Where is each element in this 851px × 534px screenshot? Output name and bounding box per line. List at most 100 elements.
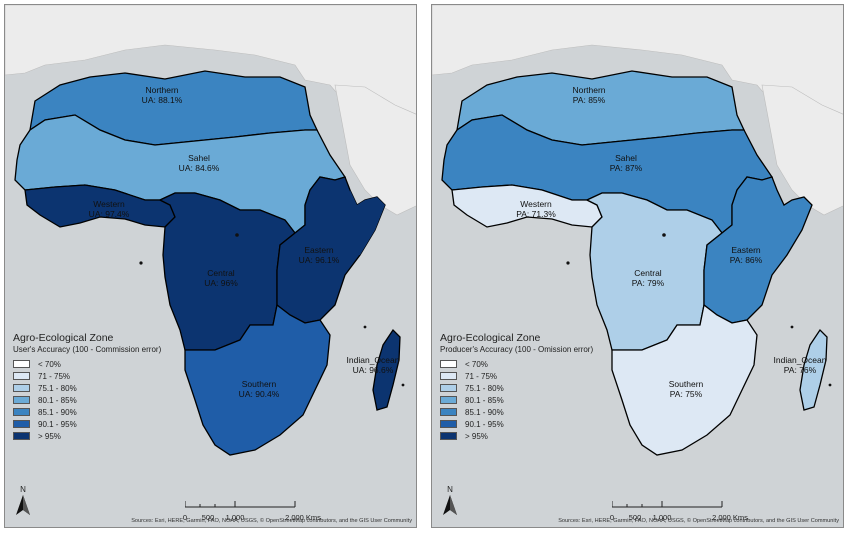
map-panel-producers-accuracy: Northern PA: 85% Sahel PA: 87% Western PA: … bbox=[431, 4, 844, 528]
legend-swatch bbox=[440, 372, 457, 380]
legend-subtitle: User's Accuracy (100 - Commission error) bbox=[13, 345, 162, 354]
legend-swatch bbox=[440, 408, 457, 416]
zone-southern bbox=[611, 303, 758, 456]
label-sahel: Sahel PA: 87% bbox=[609, 153, 643, 173]
label-western: Western PA: 71.3% bbox=[516, 199, 556, 219]
legend-label: 85.1 - 90% bbox=[465, 407, 504, 417]
legend-label: 90.1 - 95% bbox=[465, 419, 504, 429]
island-dot bbox=[363, 325, 367, 329]
label-northern: Northern PA: 85% bbox=[572, 85, 606, 105]
legend-label: > 95% bbox=[38, 431, 61, 441]
legend-swatch bbox=[440, 384, 457, 392]
label-central: Central PA: 79% bbox=[631, 268, 665, 288]
legend-swatch bbox=[440, 360, 457, 368]
scale-tick: 2,000 Kms bbox=[712, 513, 748, 522]
legend-label: < 70% bbox=[465, 359, 488, 369]
label-sahel: Sahel UA: 84.6% bbox=[178, 153, 220, 173]
zone-indian-ocean bbox=[799, 328, 828, 411]
scale-ticks: 0 500 1,000 2,000 Kms bbox=[609, 513, 772, 523]
legend-row: < 70% bbox=[13, 358, 183, 370]
legend-row: 75.1 - 80% bbox=[13, 382, 183, 394]
scale-tick: 0 bbox=[182, 513, 188, 522]
island-dot bbox=[139, 261, 143, 265]
legend-swatch bbox=[440, 432, 457, 440]
legend-row: > 95% bbox=[440, 430, 610, 442]
legend-rows: < 70% 71 - 75% 75.1 - 80% 80.1 - 85% 85.1 - … bbox=[440, 358, 610, 442]
legend-swatch bbox=[13, 372, 30, 380]
legend-label: 80.1 - 85% bbox=[38, 395, 77, 405]
legend-label: 85.1 - 90% bbox=[38, 407, 77, 417]
north-arrow: N bbox=[442, 485, 458, 521]
legend-label: 75.1 - 80% bbox=[465, 383, 504, 393]
legend-label: < 70% bbox=[38, 359, 61, 369]
attribution: Sources: Esri, HERE, Garmin, FAO, NOAA, … bbox=[558, 518, 839, 524]
legend-row: 75.1 - 80% bbox=[440, 382, 610, 394]
scale-bar: 0 500 1,000 2,000 Kms bbox=[182, 495, 345, 523]
scale-bar-line bbox=[611, 501, 723, 508]
legend-label: 71 - 75% bbox=[38, 371, 71, 381]
legend-row: 80.1 - 85% bbox=[13, 394, 183, 406]
arabia-land bbox=[334, 84, 416, 216]
label-northern: Northern UA: 88.1% bbox=[141, 85, 183, 105]
north-arrow-icon bbox=[16, 495, 30, 515]
africa-map-svg bbox=[432, 5, 843, 456]
legend-swatch bbox=[13, 396, 30, 404]
legend-swatch bbox=[13, 432, 30, 440]
legend-swatch bbox=[13, 360, 30, 368]
attribution: Sources: Esri, HERE, Garmin, FAO, NOAA, … bbox=[131, 518, 412, 524]
legend-row: 80.1 - 85% bbox=[440, 394, 610, 406]
legend-row: 90.1 - 95% bbox=[440, 418, 610, 430]
north-letter: N bbox=[20, 485, 26, 494]
scale-bar: 0 500 1,000 2,000 Kms bbox=[609, 495, 772, 523]
island-dot bbox=[566, 261, 570, 265]
legend: Agro-Ecological Zone Producer's Accuracy… bbox=[440, 332, 610, 442]
scale-tick: 500 bbox=[201, 513, 215, 522]
legend-swatch bbox=[13, 384, 30, 392]
scale-tick: 500 bbox=[628, 513, 642, 522]
island-dot bbox=[235, 233, 239, 237]
legend-row: 71 - 75% bbox=[440, 370, 610, 382]
island-dot bbox=[662, 233, 666, 237]
zone-eastern-horn bbox=[347, 190, 385, 255]
north-arrow-icon bbox=[443, 495, 457, 515]
legend-row: 90.1 - 95% bbox=[13, 418, 183, 430]
label-western: Western UA: 97.4% bbox=[88, 199, 130, 219]
zone-eastern bbox=[703, 176, 813, 324]
scale-tick: 0 bbox=[609, 513, 615, 522]
scale-tick: 1,000 bbox=[225, 513, 245, 522]
legend-swatch bbox=[440, 420, 457, 428]
label-eastern: Eastern PA: 86% bbox=[729, 245, 763, 265]
island-dot bbox=[828, 383, 832, 387]
label-southern: Southern UA: 90.4% bbox=[238, 379, 280, 399]
legend-row: < 70% bbox=[440, 358, 610, 370]
legend-label: 90.1 - 95% bbox=[38, 419, 77, 429]
legend-label: > 95% bbox=[465, 431, 488, 441]
arabia-land bbox=[761, 84, 843, 216]
legend-row: 85.1 - 90% bbox=[13, 406, 183, 418]
legend-row: 71 - 75% bbox=[13, 370, 183, 382]
legend-row: 85.1 - 90% bbox=[440, 406, 610, 418]
legend-title: Agro-Ecological Zone bbox=[440, 332, 541, 344]
legend-label: 75.1 - 80% bbox=[38, 383, 77, 393]
legend-label: 71 - 75% bbox=[465, 371, 498, 381]
scale-tick: 1,000 bbox=[652, 513, 672, 522]
north-letter: N bbox=[447, 485, 453, 494]
label-central: Central UA: 96% bbox=[204, 268, 238, 288]
legend-subtitle: Producer's Accuracy (100 - Omission erro… bbox=[440, 345, 594, 354]
legend-swatch bbox=[440, 396, 457, 404]
zone-indian-ocean bbox=[372, 328, 401, 411]
legend-label: 80.1 - 85% bbox=[465, 395, 504, 405]
scale-tick: 2,000 Kms bbox=[285, 513, 321, 522]
scale-ticks: 0 500 1,000 2,000 Kms bbox=[182, 513, 345, 523]
map-panel-users-accuracy: Northern UA: 88.1% Sahel UA: 84.6% Western… bbox=[4, 4, 417, 528]
legend-title: Agro-Ecological Zone bbox=[13, 332, 114, 344]
legend-swatch bbox=[13, 420, 30, 428]
label-southern: Southern PA: 75% bbox=[668, 379, 704, 399]
legend-swatch bbox=[13, 408, 30, 416]
legend-rows: < 70% 71 - 75% 75.1 - 80% 80.1 - 85% 85.1 - … bbox=[13, 358, 183, 442]
label-indian-ocean: Indian_Ocean UA: 96.6% bbox=[346, 355, 400, 375]
north-arrow: N bbox=[15, 485, 31, 521]
legend: Agro-Ecological Zone User's Accuracy (10… bbox=[13, 332, 183, 442]
label-indian-ocean: Indian_Ocean PA: 76% bbox=[773, 355, 827, 375]
legend-row: > 95% bbox=[13, 430, 183, 442]
